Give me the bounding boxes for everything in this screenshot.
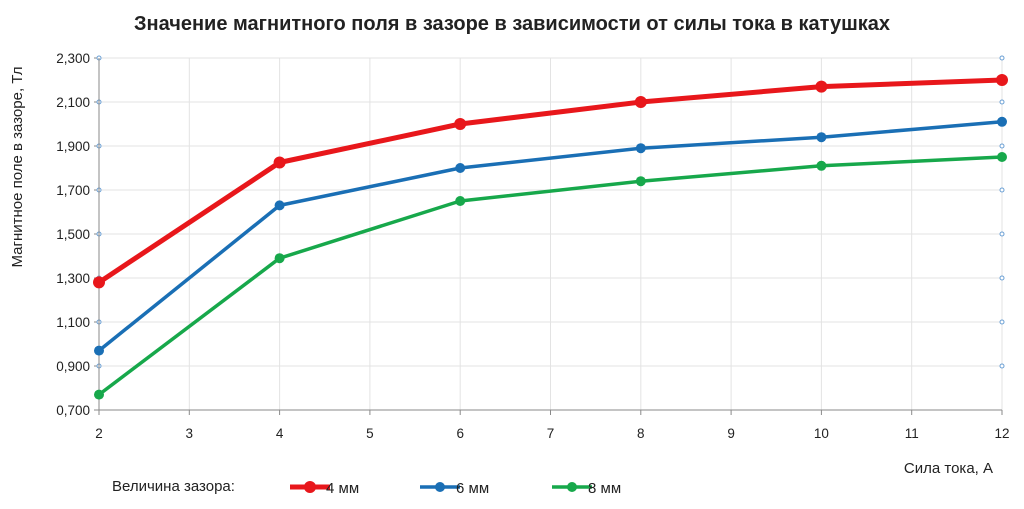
x-tick-label: 9 — [727, 426, 735, 441]
series-group — [93, 74, 1008, 400]
x-tick-label: 12 — [994, 426, 1009, 441]
data-point — [635, 176, 646, 187]
y-tick-label: 2,300 — [56, 51, 90, 66]
series-3 — [94, 152, 1007, 400]
x-tick-label: 3 — [186, 426, 194, 441]
x-tick-labels: 2 3 4 5 6 7 8 9 10 11 12 — [95, 426, 1009, 441]
y-tick-label: 1,500 — [56, 227, 90, 242]
axis-handle — [999, 275, 1005, 281]
x-tick-label: 7 — [547, 426, 555, 441]
y-tick-label: 1,900 — [56, 139, 90, 154]
legend-marker — [567, 482, 577, 492]
y-tick-label: 1,700 — [56, 183, 90, 198]
data-point — [455, 163, 466, 173]
chart-title: Значение магнитного поля в зазоре в зави… — [134, 13, 890, 35]
axis-handle — [999, 319, 1005, 325]
y-tick-label: 1,300 — [56, 271, 90, 286]
data-point — [634, 96, 647, 108]
data-point — [94, 389, 104, 400]
series-line — [97, 120, 1004, 353]
legend-marker — [435, 482, 445, 492]
x-tick-label: 8 — [637, 426, 645, 441]
legend: Величина зазора: 4 мм 6 мм 8 мм — [112, 478, 621, 497]
series-1 — [93, 74, 1008, 289]
x-tick-label: 10 — [814, 426, 829, 441]
x-tick-label: 5 — [366, 426, 374, 441]
axis-handle — [999, 363, 1005, 369]
axis-handle — [999, 143, 1005, 149]
x-tick-label: 2 — [95, 426, 103, 441]
data-point — [635, 143, 646, 154]
data-point — [93, 276, 105, 289]
data-point — [273, 156, 286, 169]
legend-marker — [304, 481, 316, 493]
legend-title: Величина зазора: — [112, 478, 235, 495]
data-point — [94, 345, 104, 356]
axis-handle — [999, 55, 1005, 61]
x-tick-label: 11 — [905, 426, 919, 441]
axes — [94, 55, 1005, 415]
x-axis-label: Сила тока, А — [904, 460, 993, 477]
y-tick-label: 0,700 — [56, 403, 90, 418]
data-point — [274, 200, 285, 211]
y-tick-label: 2,100 — [56, 95, 90, 110]
data-point — [815, 80, 828, 93]
data-point — [997, 152, 1007, 162]
x-tick-label: 6 — [456, 426, 464, 441]
y-axis-label: Магнитное поле в зазоре, Тл — [9, 66, 26, 267]
legend-label: 6 мм — [456, 480, 489, 497]
series-2 — [94, 116, 1007, 356]
data-point — [996, 74, 1008, 86]
axis-handle — [999, 99, 1005, 105]
axis-handle — [999, 231, 1005, 237]
x-tick-label: 4 — [276, 426, 284, 441]
legend-label: 4 мм — [326, 480, 359, 497]
y-tick-labels: 0,700 0,900 1,100 1,300 1,500 1,700 1,900 2,100… — [56, 51, 90, 418]
data-point — [816, 160, 827, 171]
legend-label: 8 мм — [588, 480, 621, 497]
axis-handle — [999, 187, 1005, 193]
data-point — [997, 116, 1007, 127]
y-tick-label: 0,900 — [56, 359, 90, 374]
data-point — [455, 196, 466, 206]
data-point — [454, 118, 467, 130]
data-point — [274, 253, 285, 264]
y-tick-label: 1,100 — [56, 315, 90, 330]
series-line — [96, 77, 1005, 285]
data-point — [816, 132, 827, 143]
series-line — [97, 155, 1004, 397]
